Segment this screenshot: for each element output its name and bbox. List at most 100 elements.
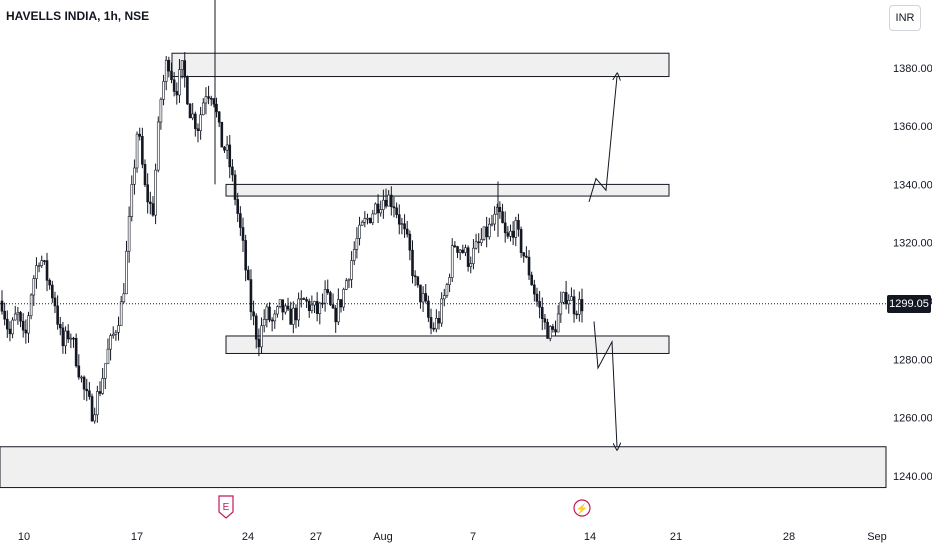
candle-body [162,81,165,100]
candle-body [429,317,433,329]
candle-body [344,280,348,290]
candle-body [572,296,576,315]
candle-body [170,70,173,81]
candle-body [125,250,128,295]
candle-body [376,203,380,214]
candle-body [339,299,343,308]
candle-body [368,217,372,224]
candle-body [180,60,184,70]
candle-body [564,292,568,305]
candle-body [315,301,319,314]
price-tick-label: 1340.00 [893,179,932,191]
candle-body [254,315,258,340]
candle-body [482,226,486,240]
candle-body [395,207,398,215]
candle-body [456,246,459,253]
candle-body [562,292,565,303]
candle-body [490,223,494,226]
candle-body [294,307,298,321]
candle-body [183,60,187,78]
candle-body [239,213,242,228]
candle-body [374,203,377,215]
candle-body [466,247,470,267]
candle-body [204,96,208,104]
resistance-top-zone[interactable] [171,52,670,78]
candle-body [533,284,536,295]
candles-layer [0,0,584,424]
candle-body [400,223,404,226]
candle-body [172,79,176,92]
candle-body [209,97,213,100]
candle-body [32,278,36,296]
candle-body [575,313,579,316]
candle-body [80,376,83,379]
dividend-event-icon[interactable]: ⚡ [573,499,591,517]
candle-body [244,240,247,271]
candle-body [43,260,46,262]
candle-body [111,333,115,336]
candle-body [191,113,194,119]
candle-body [480,239,483,243]
candle-body [270,319,274,322]
candle-body [546,321,549,339]
candle-body [442,295,446,300]
time-tick-label: 21 [670,531,682,543]
candle-body [233,174,237,200]
candle-body [379,209,383,214]
candle-body [133,167,136,185]
time-tick-label: 14 [584,531,596,543]
candle-body [540,306,544,319]
bullish-path-arrow [588,77,617,203]
candle-body [392,206,396,209]
candle-body [329,292,332,305]
candle-body [143,164,147,186]
candle-body [305,299,308,302]
candle-body [366,217,369,220]
candle-body [342,289,345,308]
currency-selector[interactable]: INR [889,5,921,31]
resistance-mid-zone[interactable] [225,183,670,197]
candle-body [16,312,20,315]
candle-body [469,263,473,267]
candle-body [77,365,81,378]
candle-body [286,305,290,310]
candle-body [580,299,584,312]
candle-body [0,300,4,312]
price-tick-label: 1280.00 [893,354,932,366]
time-axis[interactable]: 10 17 24 27 Aug 7 14 21 28 Sep [18,531,887,543]
candle-body [522,252,526,257]
candle-body [323,289,327,304]
candle-body [13,313,17,321]
candle-body [360,221,364,226]
candle-body [397,214,401,225]
candle-body [503,222,507,234]
candle-body [506,232,510,237]
target-support-zone[interactable] [0,446,887,489]
candle-body [40,260,44,266]
candle-body [178,69,181,96]
candle-body [45,260,49,281]
candle-body [135,133,139,169]
candle-body [559,301,563,315]
candle-body [56,305,59,325]
candle-body [21,320,25,331]
candle-body [358,224,361,239]
candle-body [156,121,160,171]
candle-body [453,245,457,248]
price-axis[interactable]: 1240.001260.001280.001300.001320.001340.… [893,63,932,483]
candle-body [11,319,14,335]
candle-body [525,255,528,258]
candle-body [186,76,189,105]
candle-body [130,184,134,217]
candle-body [141,136,144,165]
candle-body [278,299,282,308]
candle-body [474,241,478,249]
bearish-path-arrow [593,321,617,446]
candle-body [225,144,229,151]
candle-body [194,113,197,130]
candle-body [419,284,422,303]
earnings-event-icon[interactable]: E [218,495,234,519]
candle-body [337,299,340,323]
support-zone[interactable] [225,335,670,354]
